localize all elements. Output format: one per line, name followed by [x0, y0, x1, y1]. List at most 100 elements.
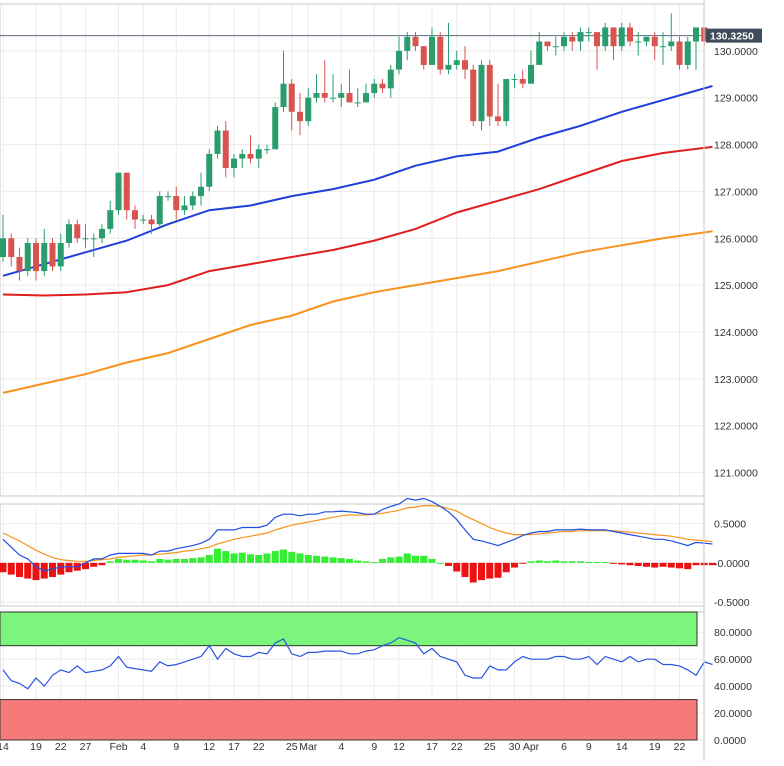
candle-body	[445, 64, 452, 70]
candle-body	[627, 27, 633, 42]
macd-histogram-bar	[486, 562, 494, 579]
candle-body	[528, 64, 534, 84]
macd-histogram-bar	[131, 559, 139, 563]
y-tick-label: 124.0000	[714, 327, 758, 339]
macd-histogram-bar	[7, 562, 15, 575]
macd-histogram-bar	[560, 561, 568, 563]
y-tick-label: 122.0000	[714, 421, 758, 433]
candle-body	[280, 83, 287, 108]
candle-body	[330, 97, 336, 99]
candle-body	[693, 27, 699, 42]
candle-body	[90, 238, 97, 240]
candle-body	[33, 242, 39, 272]
y-tick-label: 121.0000	[714, 468, 758, 480]
candle-body	[643, 36, 650, 42]
macd-histogram-bar	[32, 562, 40, 581]
macd-histogram-bar	[313, 555, 320, 563]
candle-body	[214, 130, 221, 154]
candle-body	[247, 153, 254, 159]
x-tick-label: 17	[426, 741, 438, 753]
macd-histogram-bar	[280, 549, 287, 563]
candle-body	[651, 36, 658, 47]
ma-line-fast	[2, 85, 713, 277]
candle-body	[313, 93, 320, 98]
candle-body	[41, 242, 48, 272]
macd-histogram-bar	[667, 562, 675, 568]
candle-body	[387, 69, 394, 89]
macd-histogram-bar	[692, 562, 700, 566]
candle-body	[544, 41, 551, 47]
macd-histogram-bar	[634, 562, 642, 566]
macd-histogram-bar	[445, 562, 452, 566]
candle-body	[346, 93, 353, 103]
candle-body	[206, 153, 213, 187]
macd-histogram-bar	[676, 562, 683, 569]
candle-body	[57, 242, 64, 267]
rsi-y-tick-label: 0.0000	[714, 735, 746, 747]
rsi-oversold-band	[0, 699, 698, 741]
candle-body	[198, 186, 204, 197]
macd-histogram-bar	[544, 561, 551, 563]
price-tag: 130.3250	[706, 28, 762, 43]
macd-histogram-bar	[164, 559, 172, 563]
main-panel	[0, 3, 705, 497]
macd-histogram-bar	[115, 558, 122, 563]
macd-histogram-bar	[403, 553, 411, 563]
candle-body	[404, 36, 411, 51]
macd-histogram-bar	[346, 558, 353, 563]
macd-histogram-bar	[337, 558, 345, 563]
macd-histogram-bar	[0, 562, 7, 573]
candle-body	[503, 78, 510, 122]
macd-histogram-bar	[181, 558, 188, 563]
candle-body	[156, 196, 163, 225]
candle-body	[82, 238, 89, 240]
macd-histogram-bar	[139, 560, 147, 563]
x-tick-label: 22	[253, 741, 265, 753]
candle-body	[297, 111, 303, 122]
macd-histogram-bar	[214, 548, 221, 563]
ma-line-slow	[2, 230, 713, 394]
y-tick-label: 123.0000	[714, 374, 758, 386]
macd-histogram-bar	[643, 562, 650, 567]
macd-histogram-bar	[502, 562, 510, 573]
macd-y-tick-label: -0.0000	[714, 558, 750, 570]
candle-body	[684, 41, 691, 65]
macd-histogram-bar	[197, 557, 205, 563]
x-tick-label: 22	[451, 741, 463, 753]
x-tick-label: Feb	[109, 741, 127, 753]
x-tick-label: 22	[55, 741, 67, 753]
candle-body	[429, 36, 435, 65]
candle-body	[602, 27, 609, 47]
candle-body	[49, 242, 56, 267]
macd-histogram-bar	[469, 562, 477, 583]
macd-signal-line	[2, 505, 713, 562]
x-tick-label: 19	[649, 741, 661, 753]
candle-body	[495, 116, 501, 122]
x-tick-label: 4	[338, 741, 344, 753]
macd-histogram-bar	[362, 561, 370, 563]
x-tick-label: 19	[30, 741, 42, 753]
macd-histogram-bar	[379, 558, 386, 563]
macd-histogram-bar	[189, 558, 197, 563]
candle-body	[305, 97, 312, 122]
rsi-y-tick-label: 20.0000	[714, 708, 752, 720]
macd-histogram-bar	[527, 561, 535, 563]
candle-body	[74, 224, 81, 239]
macd-histogram-bar	[494, 562, 502, 578]
macd-histogram-bar	[420, 555, 428, 563]
y-tick-label: 125.0000	[714, 280, 758, 292]
macd-histogram-bar	[370, 562, 378, 564]
candle-body	[668, 41, 675, 47]
x-tick-label: 9	[371, 741, 377, 753]
x-tick-label: 17	[228, 741, 240, 753]
candle-body	[354, 102, 361, 104]
y-tick-label: 129.0000	[714, 93, 758, 105]
rsi-y-tick-label: 40.0000	[714, 681, 752, 693]
candle-body	[635, 41, 642, 43]
candle-body	[132, 210, 138, 220]
candle-body	[231, 158, 237, 168]
macd-histogram-bar	[511, 562, 518, 568]
candle-body	[412, 36, 419, 47]
candle-body	[486, 64, 493, 117]
